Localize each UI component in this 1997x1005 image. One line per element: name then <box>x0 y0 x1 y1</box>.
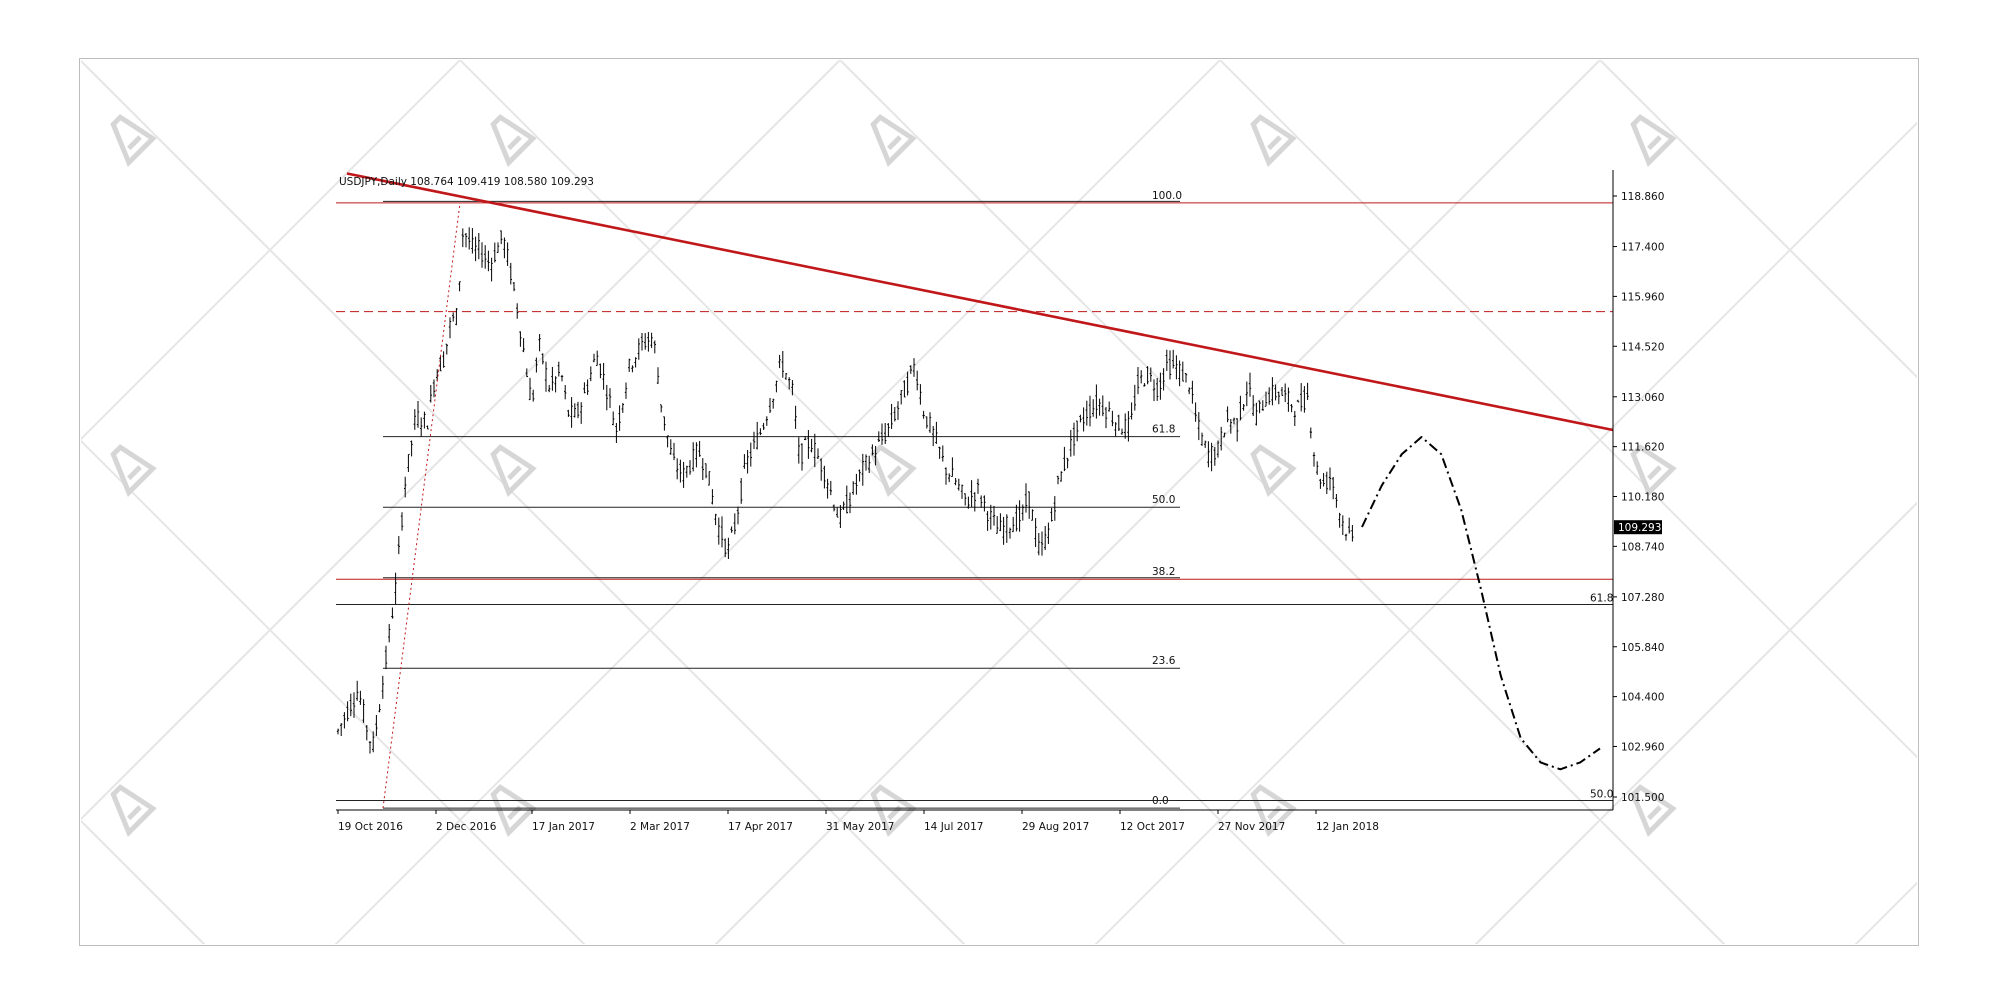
fib-anchor-line <box>382 202 461 809</box>
price-tick-label: 105.840 <box>1621 642 1664 654</box>
watermark-logo <box>110 444 157 497</box>
watermark-logo <box>1250 784 1297 837</box>
watermark-logo <box>870 784 917 837</box>
watermark-logo <box>490 784 537 837</box>
watermark-mark <box>1250 114 1297 167</box>
watermark-mark <box>870 784 917 837</box>
watermark-logo <box>1250 114 1297 167</box>
fib-label: 61.8 <box>1152 424 1175 436</box>
price-axis: 118.860 117.400 115.960 114.520 113.060 111.6… <box>1612 170 1664 810</box>
price-tick-label: 115.960 <box>1621 291 1664 303</box>
time-tick-label: 2 Dec 2016 <box>436 821 497 833</box>
watermark-mark <box>110 784 157 837</box>
watermark-logo <box>1250 444 1297 497</box>
time-tick-label: 19 Oct 2016 <box>338 821 403 833</box>
price-tick-label: 118.860 <box>1621 191 1664 203</box>
watermark-mark <box>1630 784 1677 837</box>
price-tick-label: 108.740 <box>1621 541 1664 553</box>
watermark-mark <box>490 444 537 497</box>
time-tick-label: 17 Jan 2017 <box>532 821 595 833</box>
watermark-logo <box>490 114 537 167</box>
watermark-mark <box>110 114 157 167</box>
right-level-label: 61.8 <box>1590 593 1613 605</box>
watermark-logo <box>870 114 917 167</box>
watermark-mark <box>870 114 917 167</box>
watermark-logo <box>490 444 537 497</box>
fib-label: 50.0 <box>1152 494 1175 506</box>
price-tick-label: 111.620 <box>1621 442 1664 454</box>
watermark-mark <box>1630 444 1677 497</box>
candles <box>336 227 1354 754</box>
watermark-mark <box>110 444 157 497</box>
price-tick-label: 110.180 <box>1621 492 1664 504</box>
watermark-mark <box>1250 444 1297 497</box>
watermark-logo <box>870 444 917 497</box>
price-tick-label: 113.060 <box>1621 392 1664 404</box>
watermark-mark <box>490 114 537 167</box>
price-tick-label: 104.400 <box>1621 692 1664 704</box>
watermark-mark <box>1250 784 1297 837</box>
watermark-logo <box>110 114 157 167</box>
last-price-tag <box>1614 520 1662 535</box>
price-tick-label: 102.960 <box>1621 741 1664 753</box>
watermark-mark <box>870 444 917 497</box>
fib-label: 0.0 <box>1152 795 1169 807</box>
watermarks <box>110 114 1677 837</box>
time-tick-label: 14 Jul 2017 <box>924 821 983 833</box>
watermark-logo <box>110 784 157 837</box>
watermark-grid <box>81 60 1917 944</box>
fib-levels: 100.0 61.8 50.0 38.2 23.6 0.0 61.8 50.0 <box>336 190 1613 809</box>
time-tick-label: 12 Oct 2017 <box>1120 821 1185 833</box>
last-price-label: 109.293 <box>1618 522 1661 534</box>
price-tick-label: 101.500 <box>1621 792 1664 804</box>
price-tick-label: 107.280 <box>1621 592 1664 604</box>
forecast-path <box>1361 436 1601 771</box>
watermark-mark <box>490 784 537 837</box>
time-tick-label: 12 Jan 2018 <box>1316 821 1379 833</box>
right-level-label: 50.0 <box>1590 788 1613 800</box>
time-tick-label: 2 Mar 2017 <box>630 821 690 833</box>
time-tick-label: 31 May 2017 <box>826 821 894 833</box>
trendline <box>346 172 1614 432</box>
time-tick-label: 17 Apr 2017 <box>728 821 793 833</box>
price-tick-label: 117.400 <box>1621 242 1664 254</box>
fib-label: 23.6 <box>1152 655 1176 667</box>
watermark-mark <box>1630 114 1677 167</box>
watermark-logo <box>1630 114 1677 167</box>
time-tick-label: 29 Aug 2017 <box>1022 821 1089 833</box>
overlay <box>346 172 1614 809</box>
watermark-logo <box>1630 444 1677 497</box>
watermark-logo <box>1630 784 1677 837</box>
symbol-header: USDJPY,Daily 108.764 109.419 108.580 109… <box>339 176 594 188</box>
time-axis: 19 Oct 2016 2 Dec 2016 17 Jan 2017 2 Mar 20… <box>336 809 1613 833</box>
price-tick-label: 114.520 <box>1621 341 1664 353</box>
fib-label: 100.0 <box>1152 190 1182 202</box>
fib-label: 38.2 <box>1152 566 1175 578</box>
time-tick-label: 27 Nov 2017 <box>1218 821 1285 833</box>
